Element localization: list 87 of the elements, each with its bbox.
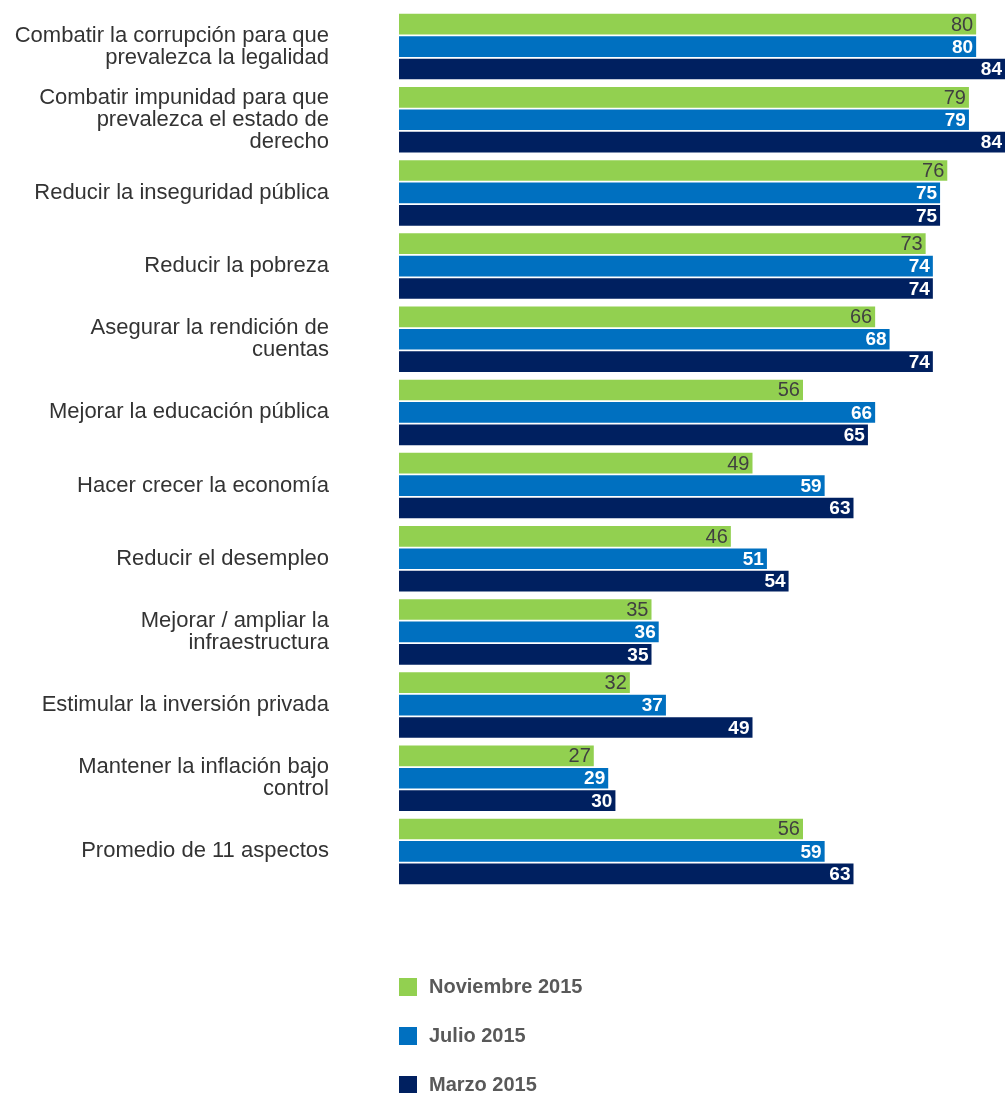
bar xyxy=(399,818,803,840)
bar xyxy=(399,278,933,299)
bar xyxy=(399,255,933,277)
data-label: 80 xyxy=(950,12,974,35)
data-label: 51 xyxy=(742,547,765,569)
bar xyxy=(399,745,594,767)
bar xyxy=(399,205,941,226)
bar xyxy=(399,306,876,328)
y-tick-label: Hacer crecer la economía xyxy=(77,471,330,497)
bar xyxy=(399,717,753,738)
bar xyxy=(399,351,933,373)
bar xyxy=(399,160,948,181)
bar xyxy=(399,182,941,204)
bar xyxy=(399,694,666,716)
data-label: 56 xyxy=(777,378,800,401)
bar xyxy=(399,841,825,862)
bar xyxy=(399,790,616,812)
data-label: 66 xyxy=(851,401,873,423)
bar xyxy=(399,13,977,35)
data-label: 66 xyxy=(849,305,873,328)
y-tick-label: Promedio de 11 aspectos xyxy=(81,837,329,863)
y-tick-label: Mejorar la educación pública xyxy=(48,398,330,424)
data-label: 63 xyxy=(829,497,851,519)
legend-label: Julio 2015 xyxy=(429,1024,526,1047)
bar xyxy=(399,379,803,401)
data-label: 73 xyxy=(900,232,923,255)
data-label: 54 xyxy=(764,570,786,592)
y-tick-label: Estimular la inversión privada xyxy=(41,691,330,717)
y-tick-label: Combatir impunidad para que prevalezca el estado de derecho xyxy=(39,83,329,153)
data-label: 35 xyxy=(626,597,649,620)
bar xyxy=(399,767,609,789)
data-label: 75 xyxy=(915,182,938,204)
data-label: 79 xyxy=(944,108,966,130)
bar xyxy=(399,109,969,131)
bar xyxy=(399,497,854,519)
bar xyxy=(399,86,969,108)
data-label: 36 xyxy=(634,621,656,643)
bar xyxy=(399,402,876,423)
bar xyxy=(399,475,825,496)
data-label: 80 xyxy=(952,35,974,57)
y-tick-label: Reducir el desempleo xyxy=(116,544,329,570)
bar xyxy=(399,36,977,57)
data-label: 63 xyxy=(829,863,851,885)
bar xyxy=(399,233,926,254)
data-label: 79 xyxy=(943,85,966,108)
data-label: 37 xyxy=(641,694,663,716)
data-label: 27 xyxy=(568,744,591,767)
data-label: 84 xyxy=(980,131,1003,153)
y-tick-label: Reducir la pobreza xyxy=(144,252,330,278)
bar xyxy=(399,452,753,474)
data-label: 59 xyxy=(800,474,822,496)
bar xyxy=(399,328,890,350)
data-label: 56 xyxy=(777,817,800,840)
bar xyxy=(399,570,789,592)
data-label: 74 xyxy=(908,255,931,277)
data-label: 30 xyxy=(591,789,613,811)
data-label: 65 xyxy=(843,424,866,446)
bar xyxy=(399,131,1005,153)
y-tick-label: Asegurar la rendición de cuentas xyxy=(90,314,329,362)
legend-label: Noviembre 2015 xyxy=(429,975,583,998)
data-label: 35 xyxy=(627,643,649,665)
data-label: 74 xyxy=(908,350,931,372)
data-label: 49 xyxy=(728,716,750,738)
data-label: 59 xyxy=(800,840,822,862)
y-tick-label: Mantener la inflación bajo control xyxy=(78,753,329,801)
bar xyxy=(399,58,1005,80)
data-label: 46 xyxy=(705,524,728,547)
data-label: 29 xyxy=(584,767,606,789)
data-label: 68 xyxy=(865,328,887,350)
bar xyxy=(399,863,854,885)
legend-label: Marzo 2015 xyxy=(429,1073,537,1093)
data-label: 76 xyxy=(922,158,945,181)
data-label: 84 xyxy=(980,58,1003,80)
bar xyxy=(399,424,868,446)
data-label: 49 xyxy=(727,451,750,474)
y-tick-label: Mejorar / ampliar la infraestructura xyxy=(140,606,330,654)
bar xyxy=(399,672,630,693)
bar xyxy=(399,599,652,620)
y-tick-label: Combatir la corrupción para que prevalezca la legalidad xyxy=(14,21,329,69)
data-label: 74 xyxy=(908,277,931,299)
bar xyxy=(399,621,659,643)
data-label: 32 xyxy=(604,671,627,694)
data-label: 75 xyxy=(915,204,938,226)
bar xyxy=(399,525,731,547)
y-tick-label: Reducir la inseguridad pública xyxy=(34,178,330,204)
bar xyxy=(399,644,652,665)
bar xyxy=(399,548,767,570)
